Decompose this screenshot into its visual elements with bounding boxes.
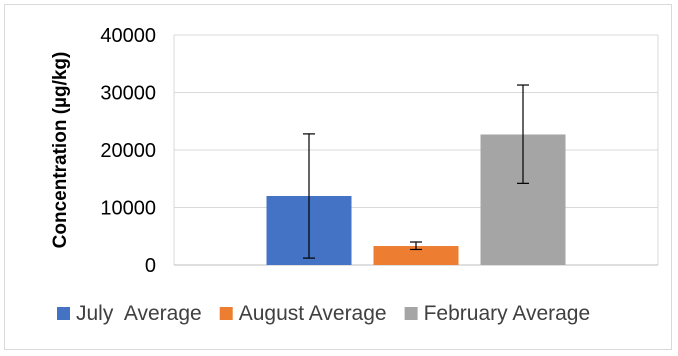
error-bars <box>303 84 529 259</box>
legend-label: July Average <box>76 302 202 325</box>
legend-swatch <box>404 307 418 320</box>
legend-label: February Average <box>424 302 591 325</box>
bar <box>373 246 459 265</box>
legend-item: August Average <box>219 302 387 325</box>
error-bar <box>410 241 422 251</box>
y-tick-label: 30000 <box>100 83 156 105</box>
legend-swatch <box>57 307 70 320</box>
legend-label: August Average <box>239 302 387 325</box>
y-tick-label: 0 <box>145 255 156 277</box>
chart-frame <box>4 4 672 350</box>
legend-swatch <box>219 307 233 320</box>
y-tick-label: 20000 <box>100 140 156 162</box>
y-axis-title: Concentration (µg/kg) <box>50 52 71 249</box>
gridlines <box>173 34 659 266</box>
error-bar <box>303 133 315 259</box>
y-tick-label: 10000 <box>100 198 156 220</box>
legend: July Average August Average February Avera… <box>57 302 590 325</box>
legend-item: February Average <box>404 302 591 325</box>
legend-item: July Average <box>57 302 202 325</box>
y-tick-label: 40000 <box>100 25 156 47</box>
y-tick-labels: 0 10000 20000 30000 40000 <box>100 25 156 277</box>
error-bar <box>517 84 529 184</box>
